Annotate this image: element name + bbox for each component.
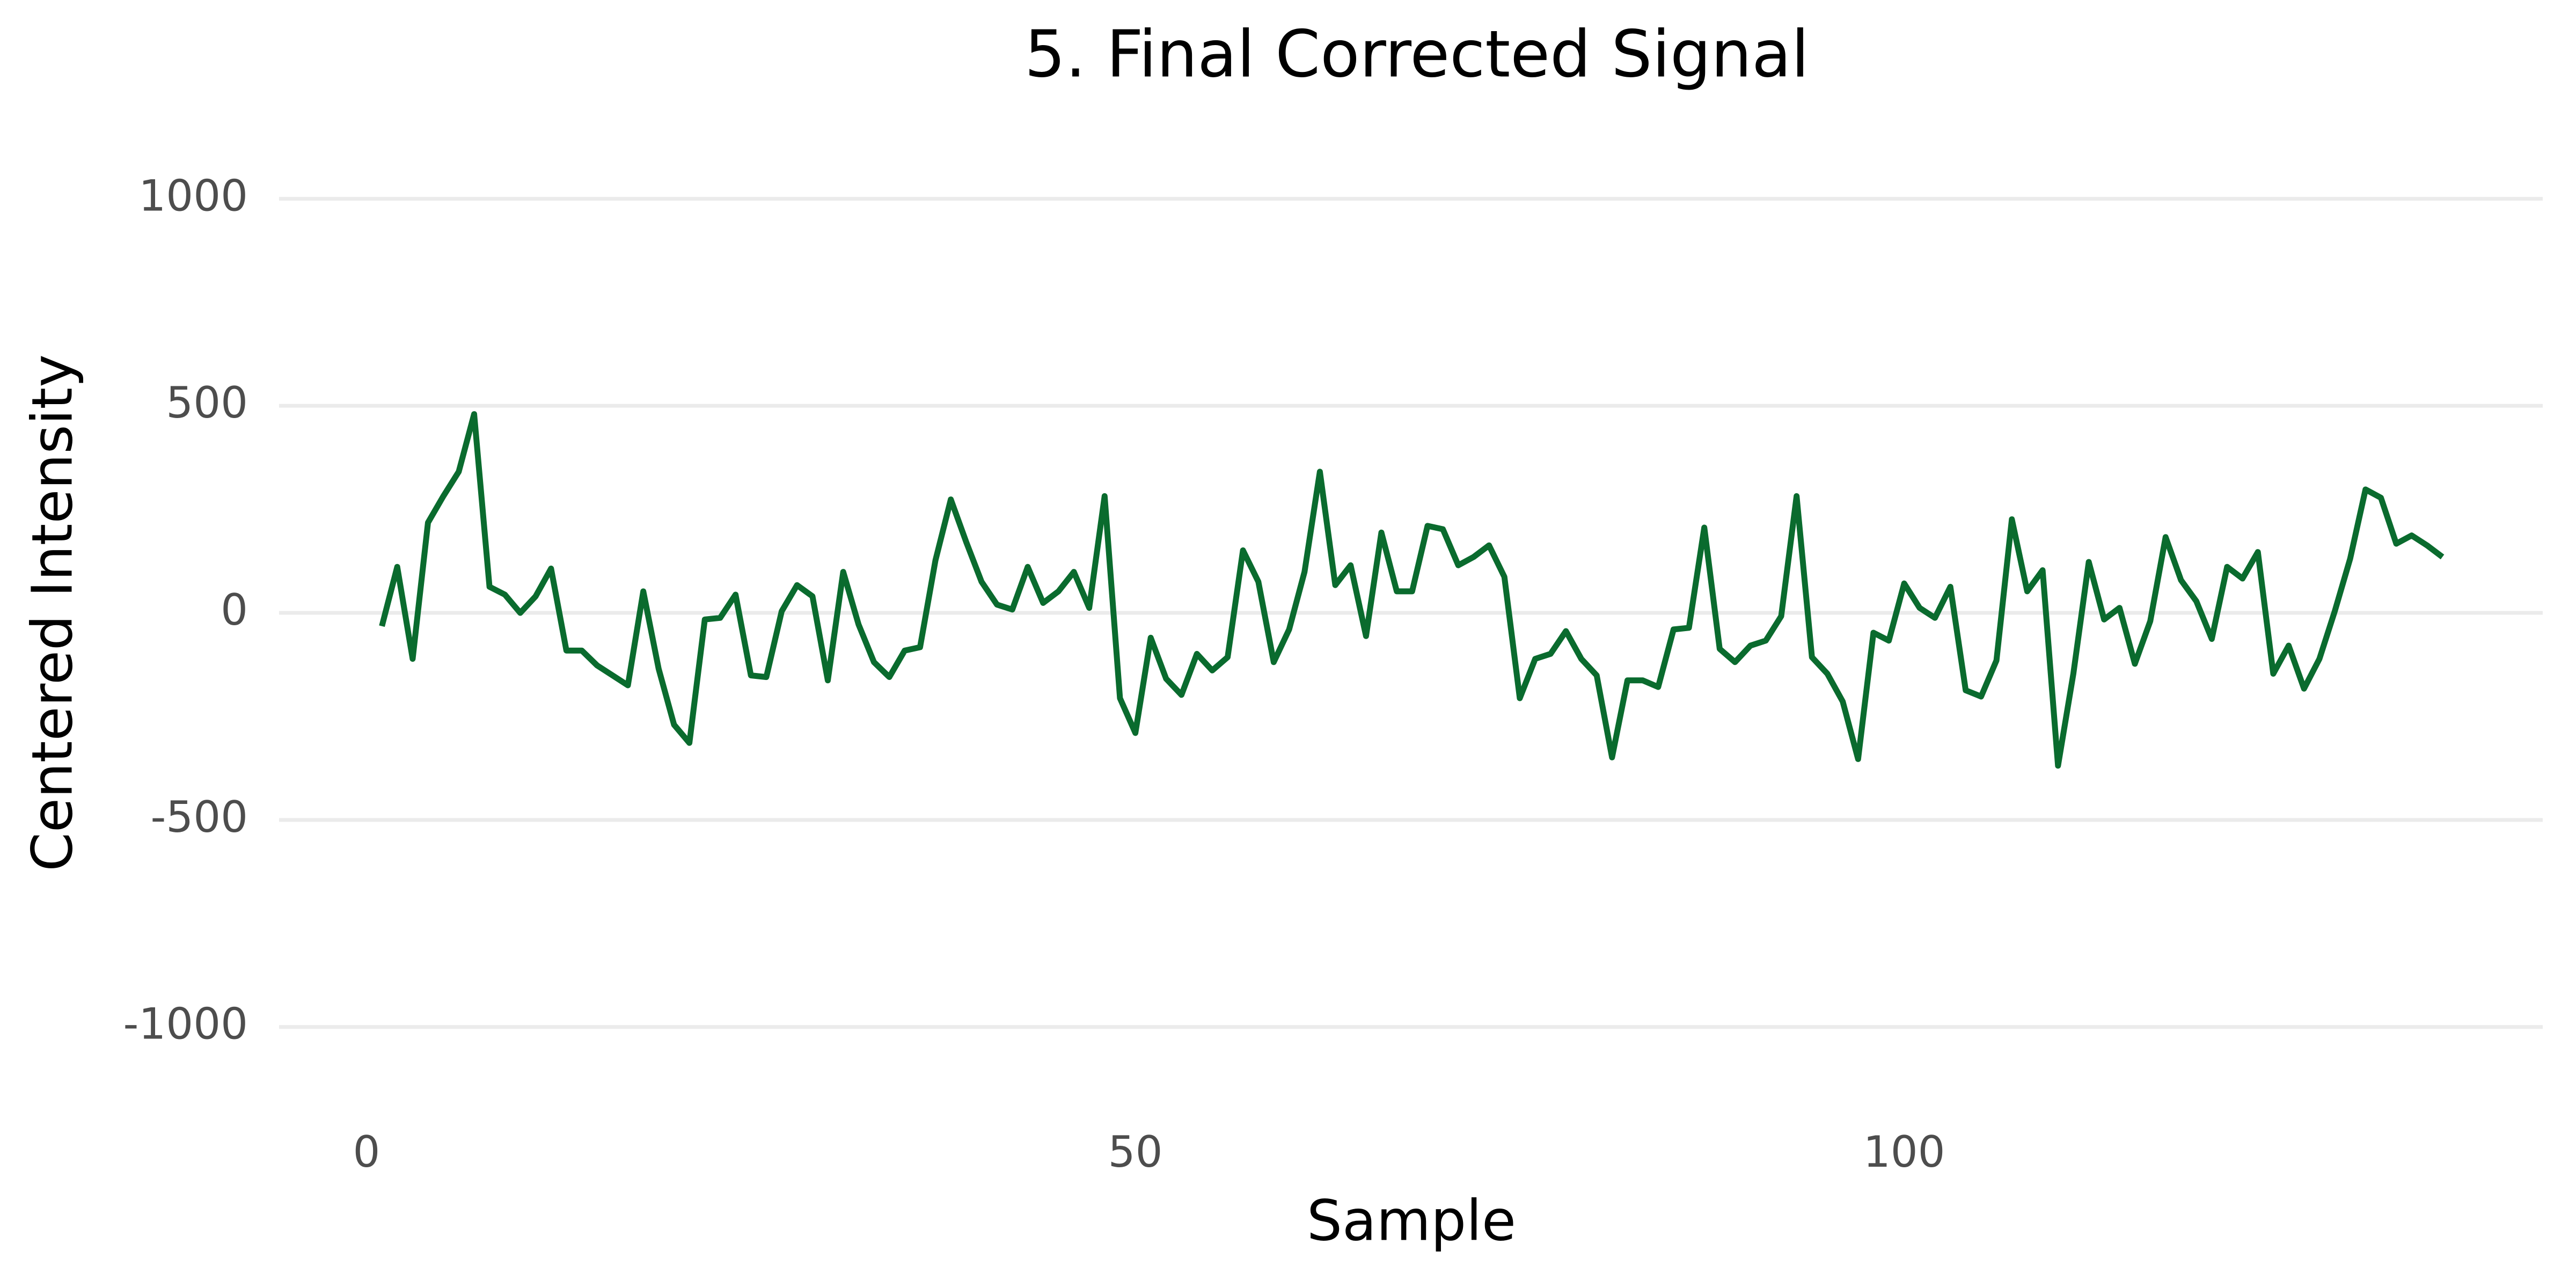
y-tick-label: -500 xyxy=(150,792,248,842)
x-tick-label: 100 xyxy=(1863,1127,1945,1177)
y-tick-label: -1000 xyxy=(123,999,248,1049)
x-axis-title: Sample xyxy=(1307,1188,1516,1253)
x-tick-label: 50 xyxy=(1108,1127,1163,1177)
data-line xyxy=(379,411,2445,769)
plot-area xyxy=(379,411,2445,769)
y-tick-label: 0 xyxy=(221,585,248,635)
y-axis-title: Centered Intensity xyxy=(19,354,85,871)
y-tick-label: 1000 xyxy=(138,171,248,221)
y-tick-label: 500 xyxy=(166,378,248,428)
x-tick-label: 0 xyxy=(353,1127,380,1177)
grid xyxy=(279,196,2543,1029)
chart-title: 5. Final Corrected Signal xyxy=(1024,18,1809,92)
